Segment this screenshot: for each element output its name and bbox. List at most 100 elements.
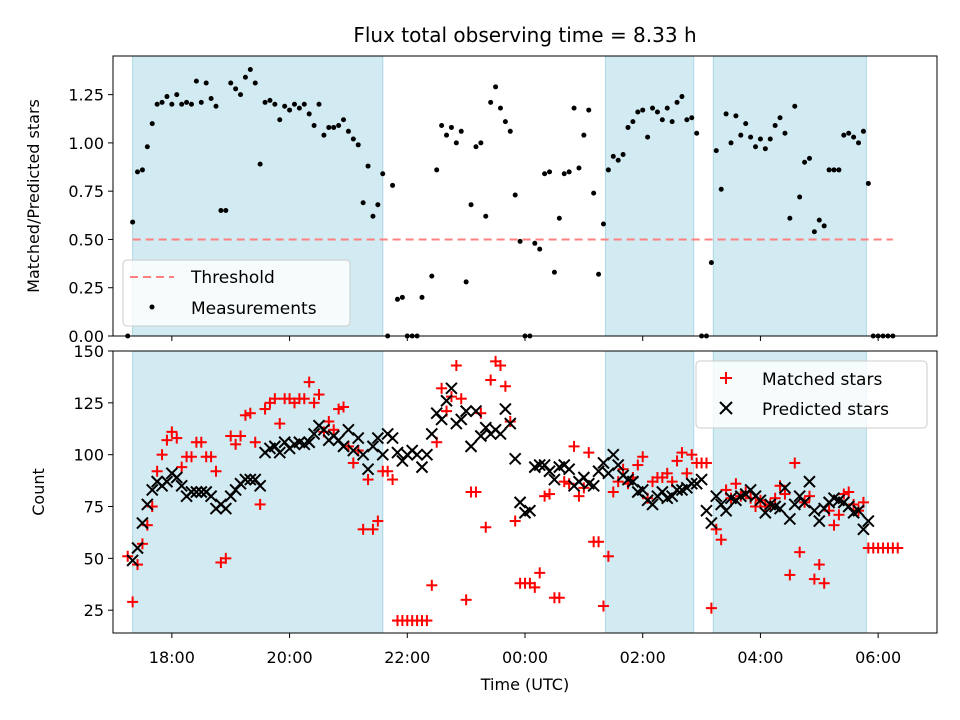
matched-star-point [833, 509, 845, 521]
matched-star-point [176, 461, 188, 473]
predicted-star-point [455, 413, 468, 426]
measurement-point [336, 123, 342, 129]
measurement-point [537, 246, 543, 252]
matched-star-point [210, 465, 222, 477]
measurement-point [507, 128, 513, 134]
measurement-point [836, 167, 842, 173]
measurement-point [635, 109, 641, 115]
matched-star-point [818, 577, 830, 589]
measurement-point [547, 169, 553, 175]
predicted-legend-label: Predicted stars [762, 400, 889, 420]
predicted-star-point [420, 448, 434, 461]
predicted-star-point [474, 429, 488, 443]
measurement-point [669, 119, 675, 125]
measurement-point [478, 140, 484, 146]
matched-star-point [127, 596, 139, 608]
predicted-star-point [244, 473, 257, 486]
count-axis-ticks: 25 50 75 100 125 150 18:00 20:00 22:00 00:00 02:00… [73, 342, 901, 667]
matched-star-point [676, 447, 688, 459]
predicted-star-point [204, 489, 218, 503]
y-tick-label: 1.00 [68, 134, 104, 153]
measurement-point [664, 105, 670, 111]
matched-star-point [597, 600, 609, 612]
matched-star-point [480, 521, 492, 533]
matched-star-point [269, 393, 281, 405]
y-tick-label: 0.00 [68, 327, 104, 346]
predicted-star-point [759, 506, 772, 519]
matched-star-point [681, 467, 693, 479]
matched-star-point [671, 455, 683, 467]
predicted-star-point [160, 475, 174, 488]
measurement-point [390, 182, 396, 188]
matched-star-point [843, 486, 855, 498]
measurement-point [380, 171, 386, 177]
measurement-point [399, 294, 405, 300]
measurement-point [198, 99, 204, 105]
measurement-point [444, 132, 450, 138]
matched-star-point [892, 542, 904, 554]
measurement-point [831, 167, 837, 173]
measurement-point [556, 215, 562, 221]
measurement-point [620, 151, 626, 157]
measurement-point [684, 117, 690, 123]
y-tick-label: 150 [73, 342, 104, 361]
matched-legend-label: Matched stars [762, 370, 882, 390]
matched-star-point [534, 567, 546, 579]
measurement-point [615, 157, 621, 163]
predicted-star-point [611, 458, 625, 472]
measurement-point [360, 200, 366, 206]
matched-star-point [426, 579, 438, 591]
matched-star-point [171, 432, 183, 444]
matched-star-point [308, 397, 320, 409]
measurement-point [679, 94, 685, 100]
y-tick-label: 0.75 [68, 182, 104, 201]
predicted-star-point [175, 479, 188, 492]
predicted-star-point [317, 423, 331, 437]
predicted-star-point [852, 504, 865, 517]
measurement-point [605, 167, 611, 173]
predicted-star-point [700, 504, 713, 517]
measurement-point [645, 134, 651, 140]
measurement-point [267, 97, 273, 103]
predicted-star-point [170, 471, 183, 484]
measurement-point [238, 92, 244, 98]
matched-star-point [539, 490, 551, 502]
predicted-star-point [352, 431, 365, 445]
measurement-point [512, 192, 518, 198]
measurement-point [394, 296, 400, 302]
observing-band [712, 55, 867, 337]
matched-star-point [347, 457, 359, 469]
predicted-star-point [356, 448, 370, 461]
matched-star-point [195, 436, 207, 448]
measurement-point [856, 140, 862, 146]
predicted-star-point [239, 473, 252, 486]
matched-star-point [436, 382, 448, 394]
measurement-point [816, 217, 822, 223]
measurement-point [341, 117, 347, 123]
matched-star-point [244, 407, 256, 419]
measurement-point [772, 123, 778, 129]
matched-star-point [700, 457, 712, 469]
y-tick-label: 0.25 [68, 279, 104, 298]
matched-star-point [779, 488, 791, 500]
measurement-point [542, 171, 548, 177]
measurement-point [458, 128, 464, 134]
predicted-star-point [626, 475, 640, 488]
matched-star-point [303, 376, 315, 388]
measurement-point [184, 99, 190, 105]
measurement-point [654, 109, 660, 115]
x-axis-label: Time (UTC) [480, 675, 569, 694]
matched-star-point [803, 490, 815, 502]
measurement-point [748, 134, 754, 140]
matched-star-point [421, 615, 433, 627]
matched-star-point [470, 486, 482, 498]
measurement-point [596, 271, 602, 277]
measurement-point [600, 221, 606, 227]
predicted-star-point [445, 382, 458, 395]
x-tick-label: 20:00 [267, 648, 313, 667]
predicted-star-point [415, 460, 429, 474]
measurement-point [659, 117, 665, 123]
matched-star-point [715, 534, 727, 546]
measurement-point [159, 99, 165, 105]
